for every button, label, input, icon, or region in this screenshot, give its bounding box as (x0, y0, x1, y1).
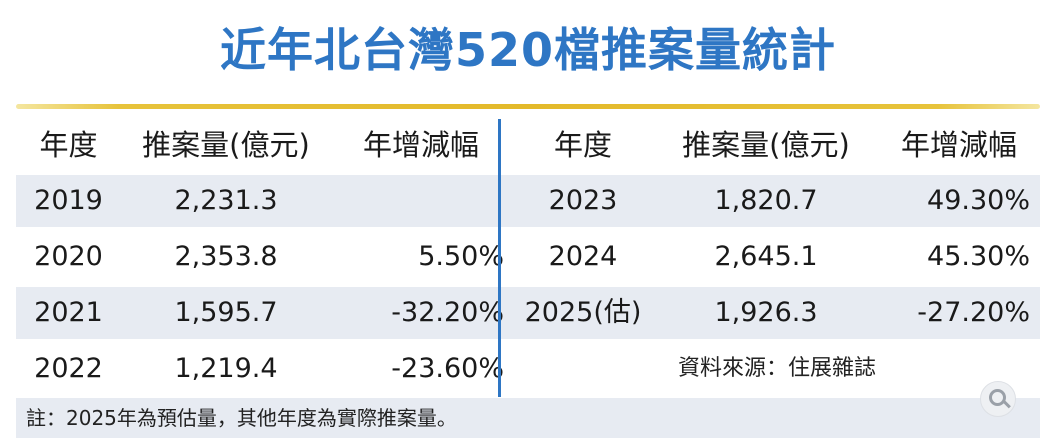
amount-cell: 1,595.7 (174, 297, 278, 328)
table-row: 2019 2,231.3 2023 1,820.7 49.30% (16, 175, 1040, 227)
table-row: 2021 1,595.7 -32.20% 2025(估) 1,926.3 -27… (16, 287, 1040, 339)
amount-cell: 2,353.8 (174, 241, 278, 272)
change-cell: -32.20% (391, 297, 504, 328)
year-cell: 2019 (34, 185, 103, 216)
column-divider (498, 119, 501, 397)
change-cell: 5.50% (418, 241, 504, 272)
year-cell: 2022 (34, 353, 103, 384)
year-cell: 2020 (34, 241, 103, 272)
footnote-bar: 註：2025年為預估量，其他年度為實際推案量。 (16, 398, 1040, 438)
year-cell: 2021 (34, 297, 103, 328)
header-year-left: 年度 (39, 128, 98, 162)
amount-cell: 1,820.7 (714, 185, 818, 216)
amount-cell: 1,219.4 (174, 353, 278, 384)
header-change-right: 年增減幅 (900, 128, 1017, 162)
header-amount-left: 推案量(億元) (142, 128, 310, 162)
zoom-in-icon[interactable] (980, 381, 1016, 417)
change-cell: 49.30% (927, 185, 1030, 216)
year-cell: 2025(估) (524, 297, 642, 328)
header-year-right: 年度 (553, 128, 612, 162)
change-cell: 45.30% (927, 241, 1030, 272)
title-underline (16, 104, 1040, 109)
year-cell: 2023 (548, 185, 618, 216)
amount-cell: 1,926.3 (714, 297, 818, 328)
page-title: 近年北台灣520檔推案量統計 (219, 23, 837, 77)
table-row: 2022 1,219.4 -23.60% 資料來源：住展雜誌 (16, 343, 1040, 395)
table-header-row: 年度 推案量(億元) 年增減幅 年度 推案量(億元) 年增減幅 (16, 119, 1040, 171)
header-amount-right: 推案量(億元) (682, 128, 850, 162)
source-label: 資料來源：住展雜誌 (677, 356, 876, 381)
change-cell (334, 175, 504, 227)
year-cell: 2024 (548, 241, 618, 272)
amount-cell: 2,231.3 (174, 185, 278, 216)
table-row: 2020 2,353.8 5.50% 2024 2,645.1 45.30% (16, 231, 1040, 283)
amount-cell: 2,645.1 (714, 241, 818, 272)
change-cell: -23.60% (391, 353, 504, 384)
header-change-left: 年增減幅 (362, 128, 479, 162)
change-cell: -27.20% (917, 297, 1030, 328)
footnote: 註：2025年為預估量，其他年度為實際推案量。 (26, 406, 457, 430)
